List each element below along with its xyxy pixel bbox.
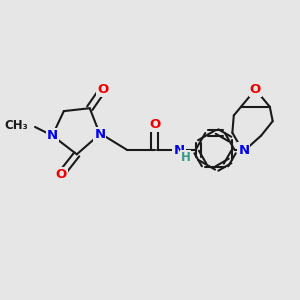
Text: O: O <box>97 83 108 96</box>
Text: N: N <box>94 128 105 141</box>
Text: O: O <box>55 168 67 181</box>
Text: CH₃: CH₃ <box>4 119 28 132</box>
Text: H: H <box>181 151 190 164</box>
Text: O: O <box>250 83 261 96</box>
Text: CH₃: CH₃ <box>4 119 28 132</box>
Text: N: N <box>94 128 105 141</box>
Text: O: O <box>149 118 160 130</box>
Text: N: N <box>47 129 58 142</box>
Text: N: N <box>173 143 184 157</box>
Text: O: O <box>250 83 261 96</box>
Text: O: O <box>149 118 160 130</box>
Text: H: H <box>181 151 190 164</box>
Text: O: O <box>97 83 108 96</box>
Text: N: N <box>238 143 249 157</box>
Text: N: N <box>238 143 249 157</box>
Text: O: O <box>55 168 67 181</box>
Text: N: N <box>47 129 58 142</box>
Text: N: N <box>173 143 184 157</box>
